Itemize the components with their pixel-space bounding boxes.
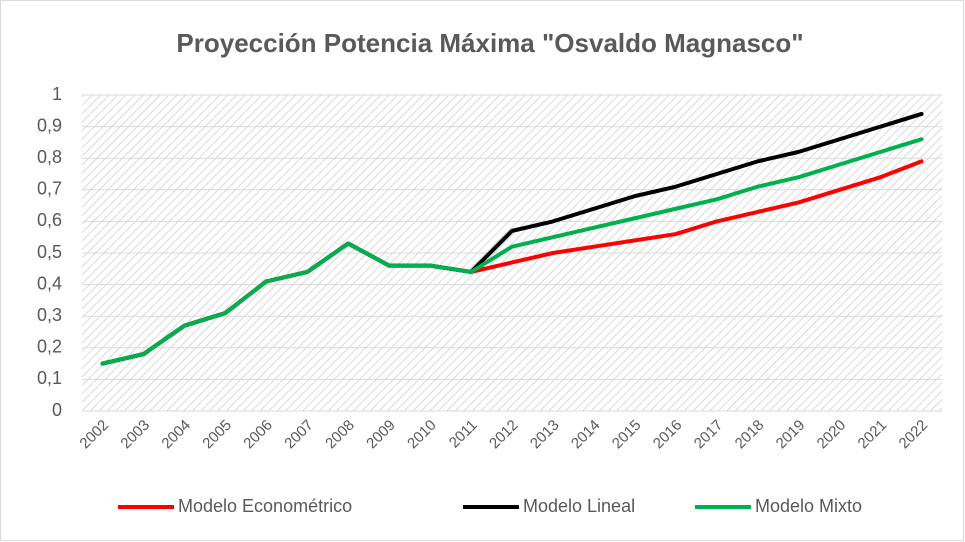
y-tick-label: 0,4 (37, 273, 62, 293)
y-tick-label: 0,6 (37, 210, 62, 230)
legend-label: Modelo Mixto (755, 496, 862, 516)
legend-label: Modelo Lineal (523, 496, 635, 516)
chart-title: Proyección Potencia Máxima "Osvaldo Magn… (176, 28, 803, 58)
y-tick-label: 0,8 (37, 147, 62, 167)
legend-label: Modelo Econométrico (178, 496, 352, 516)
y-tick-label: 1 (52, 84, 62, 104)
y-tick-label: 0 (52, 400, 62, 420)
y-tick-label: 0,2 (37, 337, 62, 357)
y-tick-label: 0,1 (37, 368, 62, 388)
y-tick-label: 0,5 (37, 242, 62, 262)
series-line (100, 137, 924, 366)
y-tick-label: 0,3 (37, 305, 62, 325)
y-tick-label: 0,9 (37, 115, 62, 135)
y-tick-label: 0,7 (37, 179, 62, 199)
